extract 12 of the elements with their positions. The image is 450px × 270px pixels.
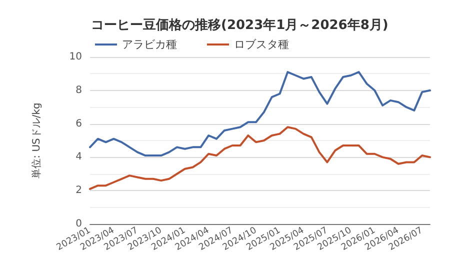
y-tick-label: 0 — [76, 218, 82, 230]
y-tick-label: 2 — [76, 185, 82, 196]
legend-label: アラビカ種 — [122, 38, 177, 51]
line-series — [89, 71, 431, 157]
y-tick-label: 10 — [69, 52, 82, 62]
y-tick-label: 4 — [76, 152, 82, 163]
legend-label: ロブスタ種 — [234, 38, 289, 51]
y-axis-title: 単位: USドル/kg — [30, 102, 42, 178]
chart-title: コーヒー豆価格の推移(2023年1月～2026年8月) — [91, 18, 388, 33]
line-series — [89, 126, 431, 190]
y-tick-label: 8 — [76, 84, 82, 96]
y-tick-label: 6 — [76, 118, 82, 130]
